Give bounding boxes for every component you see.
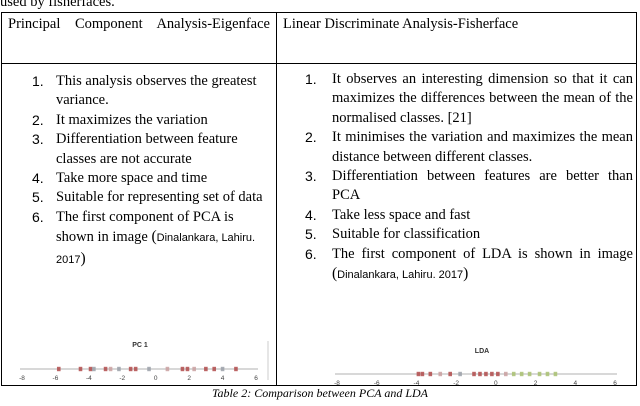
tick-label: -8 [19, 375, 25, 382]
tick-label: -2 [453, 380, 459, 387]
data-point [496, 371, 500, 377]
data-point [128, 366, 133, 372]
data-point [448, 371, 452, 377]
data-point [165, 366, 170, 372]
list-item: 3. Differentiation between feature classe… [32, 131, 238, 167]
lda-header-cell: Linear Discriminate Analysis-Fisherface [276, 12, 637, 64]
tick-label: 6 [254, 375, 258, 382]
pca-list: 1. This analysis observes the greatest va… [32, 72, 272, 270]
lda-list: 1. It observes an interesting dimension s… [305, 70, 633, 285]
tick-label: 4 [221, 375, 225, 382]
pca-header: Principal Component Analysis-Eigenface [8, 16, 270, 32]
table-caption: Table 2: Comparison between PCA and LDA [211, 386, 428, 400]
pca-header-cell: Principal Component Analysis-Eigenface [1, 12, 277, 64]
data-point [537, 371, 542, 377]
data-point [185, 366, 190, 372]
data-point [56, 366, 61, 372]
pca-body-cell: 1. This analysis observes the greatest va… [1, 63, 277, 386]
data-point [545, 371, 550, 377]
data-point [428, 371, 433, 377]
list-item: 4. Take less space and fast [305, 206, 471, 223]
tick-label: -4 [414, 380, 420, 387]
lda-header: Linear Discriminate Analysis-Fisherface [283, 16, 519, 32]
data-point [484, 371, 488, 377]
data-point [192, 366, 196, 372]
tick-label: -4 [86, 375, 92, 382]
tick-label: -6 [374, 380, 380, 387]
data-point [204, 366, 208, 372]
list-item: 1. This analysis observes the greatest va… [32, 73, 257, 109]
pca-citation: Dinalankara, Lahiru. 2017 [56, 232, 256, 266]
tick-label: 0 [154, 375, 158, 382]
tick-label: 2 [187, 375, 191, 382]
pca-component-plot: PC 1 -8 -6 -4 -2 0 2 4 6 [19, 341, 269, 382]
plot-label: PC 1 [132, 342, 148, 349]
data-point [212, 366, 217, 372]
data-point [478, 371, 482, 377]
list-item: 6. The first component of PCA is shown i… [32, 208, 256, 267]
data-point [88, 366, 93, 372]
tick-label: -8 [334, 380, 340, 387]
data-point [420, 371, 425, 377]
data-point [180, 366, 185, 372]
data-point [438, 371, 443, 377]
data-point [108, 366, 113, 372]
data-point [490, 371, 494, 377]
data-point [416, 371, 421, 377]
data-point [92, 366, 96, 372]
data-point [527, 371, 532, 377]
tick-label: 0 [494, 380, 498, 387]
list-item: 5. Suitable for representing set of data [32, 189, 263, 206]
list-item: 1. It observes an interesting dimension s… [305, 71, 633, 126]
data-point [472, 371, 476, 377]
data-point [103, 366, 108, 372]
tick-label: 6 [613, 380, 617, 387]
data-point [519, 371, 524, 377]
list-item: 5. Suitable for classification [305, 226, 481, 243]
comparison-table: Principal Component Analysis-Eigenface L… [1, 12, 637, 387]
data-point [78, 366, 83, 372]
intro-text: used by fisherfaces. [0, 0, 115, 10]
tick-label: 2 [534, 380, 538, 387]
data-point [458, 371, 462, 377]
list-item: 2. It minimises the variation and maximiz… [305, 129, 633, 165]
list-item: 3. Differentiation between features are b… [305, 168, 633, 204]
list-item: 6. The first component of LDA is shown i… [305, 245, 633, 283]
data-point [511, 371, 516, 377]
list-item: 2. It maximizes the variation [32, 111, 208, 128]
data-point [147, 366, 151, 372]
data-point [117, 366, 121, 372]
plot-label: LDA [475, 348, 489, 355]
data-point [234, 366, 238, 372]
lda-component-plot: LDA -8 -6 -4 -2 0 2 4 6 [334, 348, 617, 387]
tick-label: 4 [573, 380, 577, 387]
list-item: 4. Take more space and time [32, 170, 208, 187]
data-point [220, 366, 225, 372]
lda-body-cell: 1. It observes an interesting dimension s… [276, 63, 637, 387]
tick-label: -6 [53, 375, 59, 382]
data-point [133, 366, 138, 372]
tick-label: -2 [119, 375, 125, 382]
data-point [503, 371, 508, 377]
lda-citation: Dinalankara, Lahiru. 2017 [337, 269, 464, 282]
data-point [553, 371, 558, 377]
